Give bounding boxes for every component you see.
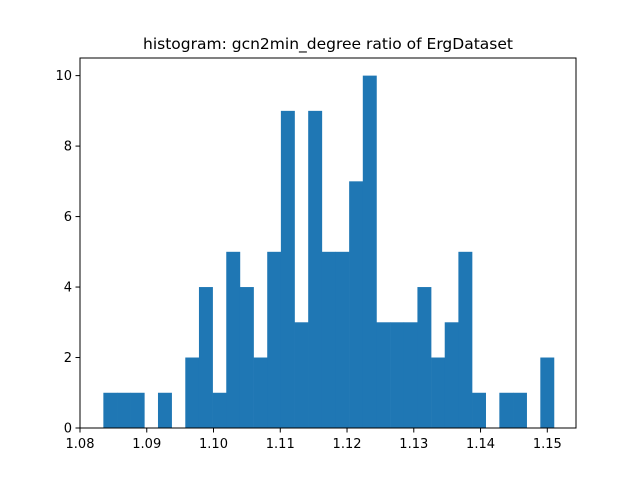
chart-title: histogram: gcn2min_degree ratio of ErgDa… (143, 35, 513, 54)
histogram-bar (513, 392, 527, 428)
histogram-bar (117, 392, 131, 428)
histogram-bar (280, 110, 295, 429)
histogram-bar (499, 392, 514, 428)
x-tick-label: 1.08 (66, 437, 95, 452)
histogram-bar (349, 181, 364, 428)
histogram-bar (157, 392, 172, 428)
histogram-bar (103, 392, 118, 428)
histogram-bar (390, 322, 405, 428)
x-tick-label: 1.11 (266, 437, 295, 452)
plot-frame (79, 57, 577, 429)
histogram-bar (308, 110, 323, 429)
histogram-bar (226, 251, 241, 428)
histogram-bar (403, 322, 418, 428)
histogram-bar (417, 287, 432, 428)
x-tick-label: 1.12 (333, 437, 362, 452)
histogram-bar (540, 357, 555, 428)
y-tick-label: 8 (64, 140, 72, 155)
histogram-bar (212, 392, 227, 428)
x-tick-label: 1.10 (199, 437, 228, 452)
y-tick-label: 2 (64, 351, 72, 366)
histogram-bar (239, 287, 254, 428)
y-tick-label: 4 (64, 281, 72, 296)
y-tick-label: 10 (55, 69, 72, 84)
y-tick-label: 0 (64, 422, 72, 437)
x-tick-label: 1.15 (533, 437, 562, 452)
histogram-bar (294, 322, 309, 428)
histogram-bar (253, 357, 268, 428)
y-tick-label: 6 (64, 210, 72, 225)
histogram-bar (185, 357, 200, 428)
histogram-bar (198, 287, 213, 428)
histogram-bar (362, 75, 377, 429)
histogram-bar (130, 392, 145, 428)
histogram-bar (321, 251, 336, 428)
histogram-bar (458, 251, 473, 428)
histogram-bar (267, 251, 282, 428)
x-tick-label: 1.09 (132, 437, 161, 452)
histogram-bar (376, 322, 391, 428)
histogram-bar (444, 322, 459, 428)
x-tick-label: 1.14 (466, 437, 495, 452)
x-tick-label: 1.13 (399, 437, 428, 452)
histogram-bar (335, 251, 350, 428)
histogram-bar (472, 392, 486, 428)
axes-group: 1.08 1.09 1.10 1.11 1.12 1.13 1.14 1.15 0 2 4 6 8 10 (55, 57, 577, 452)
histogram-bar (431, 357, 446, 428)
bars-group (103, 75, 555, 429)
